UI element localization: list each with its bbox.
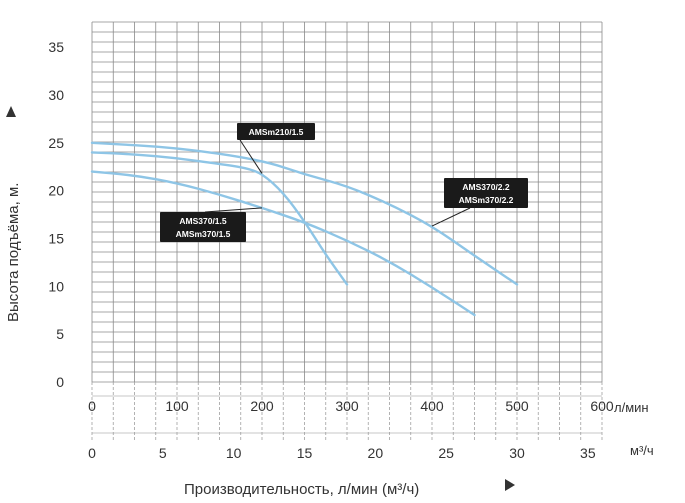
y-axis-title: Высота подъёма, м. (5, 183, 22, 322)
pump-curves (90, 141, 519, 317)
x-tick-label-lmin: 400 (420, 398, 444, 414)
x-tick-label-m3h: 30 (509, 445, 525, 461)
curve-3 (90, 170, 476, 317)
grid (91, 21, 603, 440)
callout-leader (204, 207, 263, 213)
y-tick-label: 0 (56, 374, 64, 390)
x-tick-label-lmin: 500 (505, 398, 529, 414)
y-tick-label: 20 (48, 183, 64, 199)
callout-box (444, 178, 528, 208)
x-tick-label-lmin: 0 (88, 398, 96, 414)
x-tick-label-m3h: 0 (88, 445, 96, 461)
y-tick-label: 15 (48, 231, 64, 247)
y-tick-label: 30 (48, 87, 64, 103)
x-tick-label-m3h: 15 (297, 445, 313, 461)
x-tick-label-lmin: 300 (335, 398, 359, 414)
y-tick-label: 25 (48, 135, 64, 151)
unit-lmin: л/мин (614, 400, 649, 415)
series-label: AMSm370/2.2 (459, 195, 514, 205)
x-tick-label-m3h: 10 (226, 445, 242, 461)
curve-callouts: AMSm210/1.5 AMS370/2.2 AMSm370/2.2 AMS370/1… (160, 123, 528, 242)
x-axis-title: Производительность, л/мин (м³/ч) (184, 481, 419, 498)
x-tick-label-lmin: 600 (590, 398, 614, 414)
callout-leader (431, 207, 471, 227)
y-tick-label: 35 (48, 39, 64, 55)
y-tick-label: 5 (56, 326, 64, 342)
x-tick-label-m3h: 20 (368, 445, 384, 461)
callout-box (237, 123, 315, 140)
x-tick-label-m3h: 5 (159, 445, 167, 461)
curve-2 (90, 141, 519, 286)
unit-m3h: м³/ч (630, 443, 654, 458)
series-label: AMS370/2.2 (462, 182, 510, 192)
callout-leader (239, 139, 263, 174)
series-label: AMS370/1.5 (179, 216, 227, 226)
x-tick-label-m3h: 35 (580, 445, 596, 461)
callout-box (160, 212, 246, 242)
x-tick-label-lmin: 200 (250, 398, 274, 414)
tick-labels: 0 5 10 15 20 25 30 35 0 100 200 300 400 500 600 0 5 10 15 2… (48, 39, 613, 461)
x-axis-arrow-icon (505, 479, 515, 491)
y-tick-label: 10 (48, 278, 64, 294)
curve-1 (90, 151, 349, 286)
x-tick-label-lmin: 100 (165, 398, 189, 414)
series-label: AMSm210/1.5 (249, 127, 304, 137)
y-axis-arrow-icon (6, 106, 16, 117)
x-tick-label-m3h: 25 (438, 445, 454, 461)
series-label: AMSm370/1.5 (176, 229, 231, 239)
